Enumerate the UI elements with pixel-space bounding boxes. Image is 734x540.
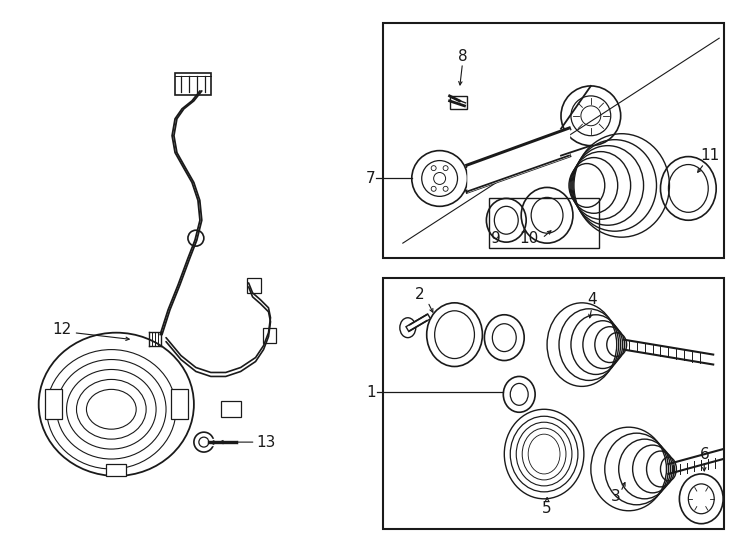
Text: 5: 5 [542,501,552,516]
Bar [221,401,241,417]
Circle shape [188,230,204,246]
Text: 6: 6 [700,447,709,462]
Bar [449,96,468,109]
Bar [490,198,599,248]
Text: 4: 4 [587,292,597,307]
Text: 3: 3 [611,489,620,504]
Text: 10: 10 [520,231,539,246]
Text: 8: 8 [458,49,468,64]
Bar [263,328,277,342]
Bar [383,278,724,529]
Bar [171,389,188,419]
Text: 1: 1 [366,385,376,400]
Text: 2: 2 [415,287,424,302]
Text: 7: 7 [366,171,375,186]
Bar [175,73,211,95]
Text: 13: 13 [256,435,275,450]
Bar [106,464,126,476]
Circle shape [194,432,214,452]
Bar [45,389,62,419]
Text: 9: 9 [492,231,501,246]
Bar [247,278,261,293]
Circle shape [189,231,203,245]
Circle shape [193,235,199,241]
Text: 11: 11 [700,148,720,163]
Text: 12: 12 [52,322,71,337]
Bar [383,23,724,258]
Circle shape [199,437,208,447]
